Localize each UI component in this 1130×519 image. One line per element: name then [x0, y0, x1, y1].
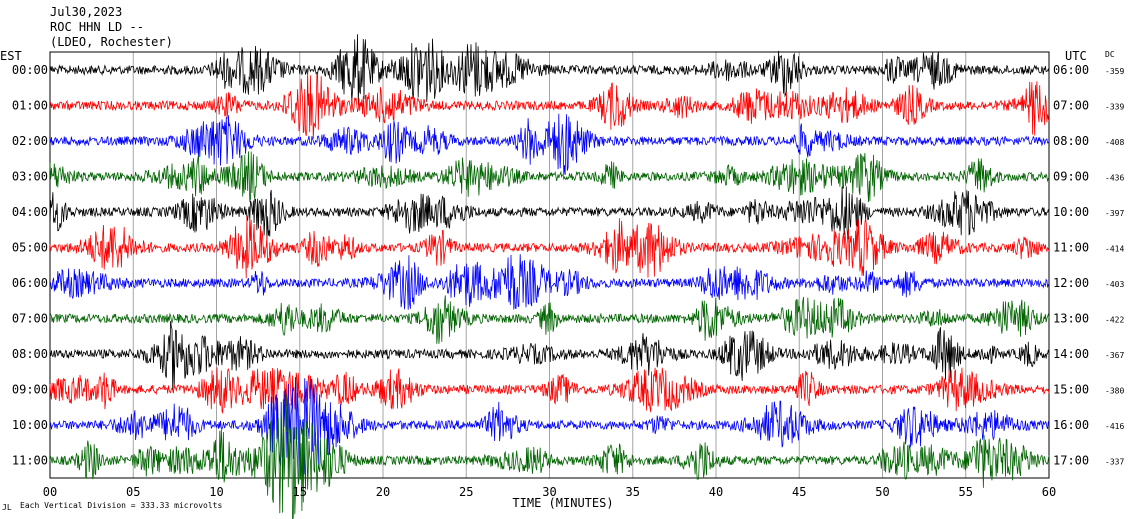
utc-hour-label: 16:00: [1053, 418, 1089, 432]
x-tick-label: 35: [626, 485, 640, 499]
est-hour-label: 05:00: [12, 241, 48, 255]
dc-offset-label: -436: [1105, 174, 1124, 183]
dc-offset-label: -403: [1105, 280, 1124, 289]
scale-note: Each Vertical Division = 333.33 microvol…: [20, 501, 222, 510]
dc-offset-label: -416: [1105, 422, 1124, 431]
trace-line: [49, 254, 1050, 310]
est-hour-label: 04:00: [12, 205, 48, 219]
dc-offset-label: -339: [1105, 103, 1124, 112]
x-tick-label: 40: [709, 485, 723, 499]
est-hour-label: 01:00: [12, 99, 48, 113]
header-location: (LDEO, Rochester): [50, 35, 173, 49]
utc-hour-labels: 06:00 07:00 08:00 09:00 10:00 11:00 12:00 13:00…: [1053, 63, 1089, 468]
x-tick-label: 15: [293, 485, 307, 499]
utc-hour-label: 10:00: [1053, 205, 1089, 219]
est-hour-label: 07:00: [12, 312, 48, 326]
est-hour-label: 06:00: [12, 276, 48, 290]
dc-offset-label: -422: [1105, 316, 1124, 325]
est-hour-label: 10:00: [12, 418, 48, 432]
x-tick-label: 45: [792, 485, 806, 499]
est-hour-label: 08:00: [12, 347, 48, 361]
x-tick-label: 20: [376, 485, 390, 499]
corner-mark: JL: [2, 503, 12, 512]
est-hour-labels: 00:00 01:00 02:00 03:00 04:00 05:00 06:00 07:00…: [12, 63, 48, 468]
x-tick-label: 60: [1042, 485, 1056, 499]
utc-zone-label: UTC: [1065, 49, 1087, 63]
utc-hour-label: 12:00: [1053, 276, 1089, 290]
trace-line: [49, 70, 1050, 139]
x-tick-label: 00: [43, 485, 57, 499]
utc-hour-label: 17:00: [1053, 454, 1089, 468]
est-hour-label: 09:00: [12, 383, 48, 397]
est-hour-label: 00:00: [12, 63, 48, 77]
header-date: Jul30,2023: [50, 5, 122, 19]
utc-hour-label: 06:00: [1053, 63, 1089, 77]
est-hour-label: 11:00: [12, 454, 48, 468]
dc-offset-label: -359: [1105, 67, 1124, 76]
utc-hour-label: 08:00: [1053, 134, 1089, 148]
trace-line: [49, 394, 1050, 519]
trace-line: [49, 113, 1050, 175]
x-axis-label: TIME (MINUTES): [512, 496, 613, 510]
trace-line: [49, 151, 1050, 203]
trace-line: [49, 215, 1050, 279]
x-tick-label: 55: [959, 485, 973, 499]
utc-hour-label: 11:00: [1053, 241, 1089, 255]
trace-rows: [49, 34, 1050, 519]
est-hour-label: 03:00: [12, 170, 48, 184]
utc-hour-label: 15:00: [1053, 383, 1089, 397]
x-tick-label: 25: [459, 485, 473, 499]
utc-hour-label: 13:00: [1053, 312, 1089, 326]
dc-offset-label: -408: [1105, 138, 1124, 147]
dc-label: DC: [1105, 50, 1115, 59]
x-tick-label: 50: [875, 485, 889, 499]
trace-line: [49, 367, 1050, 415]
x-tick-label: 10: [209, 485, 223, 499]
dc-offset-label: -380: [1105, 387, 1124, 396]
trace-line: [49, 377, 1050, 476]
trace-line: [49, 34, 1050, 105]
utc-hour-label: 09:00: [1053, 170, 1089, 184]
header-station: ROC HHN LD --: [50, 20, 144, 34]
est-zone-label: EST: [0, 49, 22, 63]
plot-frame: [49, 51, 1050, 479]
trace-line: [49, 321, 1050, 391]
x-tick-label: 05: [126, 485, 140, 499]
trace-line: [49, 295, 1050, 344]
dc-offset-labels: -359 -339 -408 -436 -397 -414 -403 -422 -367 -380…: [1105, 67, 1124, 467]
x-tick-label: 30: [542, 485, 556, 499]
utc-hour-label: 14:00: [1053, 347, 1089, 361]
x-tick-labels: 00 05 10 15 20 25 30 35 40 45 50 55 60: [43, 485, 1056, 499]
dc-offset-label: -367: [1105, 351, 1124, 360]
trace-line: [49, 186, 1050, 240]
est-hour-label: 02:00: [12, 134, 48, 148]
dc-offset-label: -397: [1105, 209, 1124, 218]
utc-hour-label: 07:00: [1053, 99, 1089, 113]
dc-offset-label: -337: [1105, 458, 1124, 467]
dc-offset-label: -414: [1105, 245, 1124, 254]
